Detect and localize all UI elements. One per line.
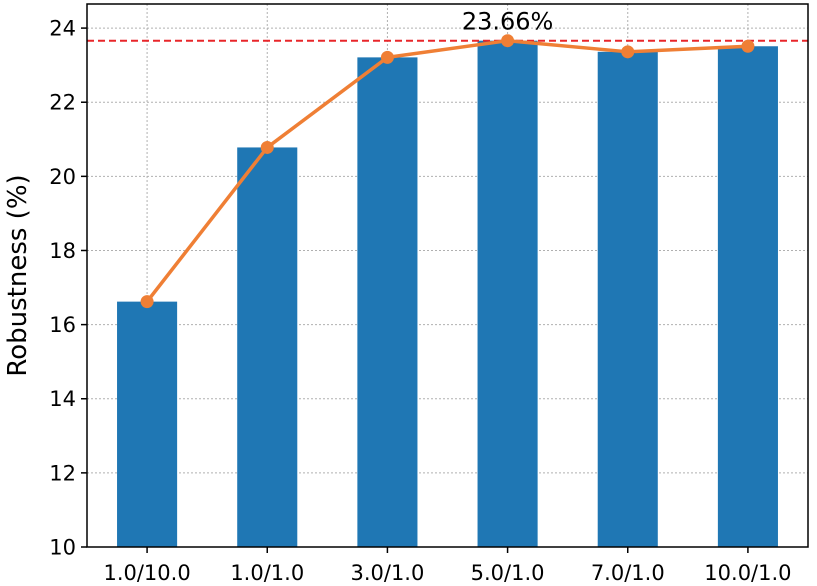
ticks: 10 12 14 16 18 20 22 24 1.0/10.0 1.0/1.0 3.0/1.0 5.… bbox=[49, 17, 791, 585]
bar bbox=[597, 51, 658, 547]
x-tick-label: 1.0/1.0 bbox=[230, 561, 304, 585]
bars bbox=[117, 40, 778, 547]
x-tick-label: 7.0/1.0 bbox=[591, 561, 665, 585]
trend-point bbox=[741, 39, 755, 53]
bar bbox=[477, 40, 538, 547]
y-tick-label: 14 bbox=[49, 387, 76, 411]
trend-line bbox=[145, 38, 748, 303]
grid bbox=[87, 4, 808, 548]
trend-point bbox=[380, 50, 394, 64]
trend-point bbox=[621, 45, 635, 59]
x-tick-label: 3.0/1.0 bbox=[350, 561, 424, 585]
y-tick-label: 22 bbox=[49, 91, 76, 115]
bar bbox=[717, 46, 778, 547]
x-tick-label: 1.0/10.0 bbox=[103, 561, 190, 585]
trend-point bbox=[501, 34, 515, 48]
y-tick-label: 24 bbox=[49, 17, 76, 41]
x-tick-label: 5.0/1.0 bbox=[471, 561, 545, 585]
bar bbox=[117, 301, 178, 547]
peak-annotation: 23.66% bbox=[462, 8, 554, 36]
trend-point bbox=[260, 140, 274, 154]
bar bbox=[237, 147, 298, 547]
trend-point bbox=[140, 295, 154, 309]
y-axis-label: Robustness (%) bbox=[3, 174, 33, 376]
trend-line-group bbox=[140, 34, 755, 309]
y-tick-label: 16 bbox=[49, 313, 76, 337]
y-tick-label: 20 bbox=[49, 165, 76, 189]
bar bbox=[357, 57, 418, 547]
axes-frame bbox=[86, 3, 809, 548]
y-tick-label: 10 bbox=[49, 536, 76, 560]
y-tick-label: 12 bbox=[49, 461, 76, 485]
y-tick-label: 18 bbox=[49, 239, 76, 263]
x-tick-label: 10.0/1.0 bbox=[704, 561, 791, 585]
